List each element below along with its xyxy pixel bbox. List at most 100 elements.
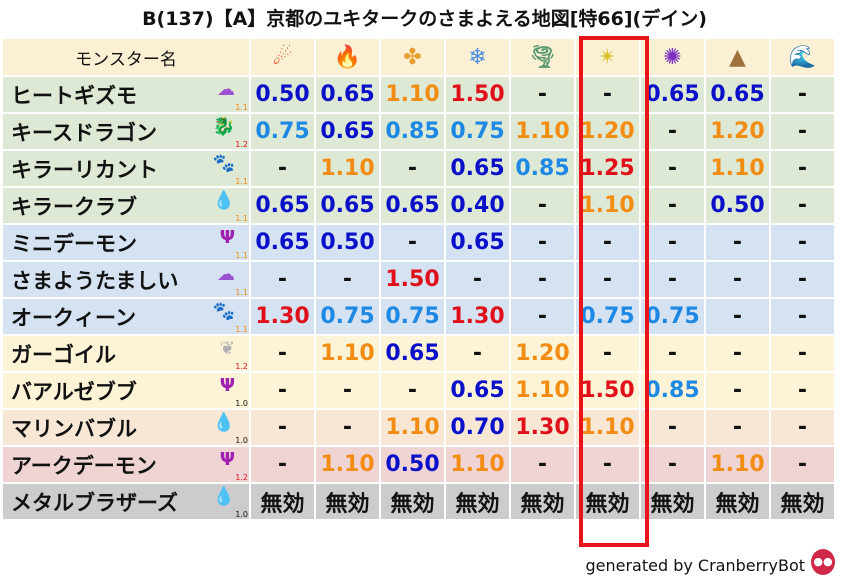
table-row: キースドラゴン 🐉 1.2 0.75 0.65 0.85 0.75 1.10 1.20-1.20… — [3, 114, 834, 149]
resistance-cell: - — [641, 336, 704, 371]
column-header-element: ❄ — [446, 39, 509, 75]
resistance-cell: - — [316, 262, 379, 297]
resistance-cell: 0.65 — [381, 188, 444, 223]
monster-name: キラークラブ — [11, 194, 137, 219]
level-badge: 1.2 — [235, 473, 248, 482]
footer-credit: generated by CranberryBot — [585, 556, 805, 575]
monster-name: ミニデーモン — [11, 231, 137, 256]
resistance-cell: 0.50 — [251, 77, 314, 112]
level-badge: 1.1 — [235, 325, 248, 334]
resistance-cell: 1.50 — [446, 77, 509, 112]
resistance-cell: 0.85 — [381, 114, 444, 149]
earth-mountain-icon: ▲ — [729, 44, 746, 70]
resistance-cell: - — [706, 225, 769, 260]
resistance-cell: 0.85 — [641, 373, 704, 408]
resistance-cell: 0.65 — [316, 188, 379, 223]
column-header-element: ✺ — [641, 39, 704, 75]
column-header-element: 🌊 — [771, 39, 834, 75]
level-badge: 1.1 — [235, 288, 248, 297]
resistance-cell: 0.65 — [316, 114, 379, 149]
resistance-cell: 0.65 — [446, 151, 509, 186]
resistance-cell: 1.20 — [511, 336, 574, 371]
paw-icon: 🐾 — [212, 301, 235, 322]
resistance-cell: - — [251, 336, 314, 371]
resistance-cell: 0.50 — [316, 225, 379, 260]
resistance-cell: 1.10 — [511, 373, 574, 408]
level-badge: 1.2 — [235, 362, 248, 371]
level-badge: 1.1 — [235, 177, 248, 186]
resistance-cell: - — [641, 188, 704, 223]
resistance-cell: - — [641, 151, 704, 186]
resistance-cell: - — [251, 151, 314, 186]
resistance-cell: - — [641, 410, 704, 445]
resistance-cell: - — [771, 336, 834, 371]
resistance-cell: 1.10 — [706, 447, 769, 482]
table-row: キラーリカント 🐾 1.1-1.10-0.65 0.85 1.25-1.10- — [3, 151, 834, 186]
resistance-cell: - — [641, 114, 704, 149]
resistance-cell: - — [706, 262, 769, 297]
resistance-cell: 0.65 — [251, 225, 314, 260]
wave-icon: 🌊 — [788, 44, 817, 70]
table-row: さまようたましい ☁ 1.1- -1.50- - - - - - — [3, 262, 834, 297]
resistance-cell: - — [381, 373, 444, 408]
resistance-cell: 無効 — [446, 484, 509, 519]
resistance-cell: - — [771, 225, 834, 260]
tornado-icon: 🌪 — [528, 44, 557, 70]
water-drop-icon: 💧 — [212, 190, 235, 211]
table-row: ミニデーモン Ψ 1.1 0.65 0.50-0.65- - - - - — [3, 225, 834, 260]
resistance-cell: 0.65 — [251, 188, 314, 223]
monster-name: ガーゴイル — [11, 342, 116, 367]
resistance-cell: 0.65 — [381, 336, 444, 371]
resistance-cell: 1.10 — [706, 151, 769, 186]
resistance-cell: 1.10 — [381, 410, 444, 445]
resistance-cell: 無効 — [381, 484, 444, 519]
resistance-cell: - — [706, 299, 769, 334]
resistance-cell: - — [771, 151, 834, 186]
column-header-element: ✴ — [576, 39, 639, 75]
resistance-cell: - — [316, 373, 379, 408]
table-row: オークィーン 🐾 1.1 1.30 0.75 0.75 1.30-0.75 0.75- - — [3, 299, 834, 334]
resistance-cell: 0.65 — [316, 77, 379, 112]
wing-icon: ❦ — [219, 338, 235, 359]
resistance-table: モンスター名 ☄ 🔥 ✤ ❄ 🌪 ✴ ✺ ▲ 🌊 ヒートギズモ ☁ 1.1 0.50 0.65 1.10 1.5… — [1, 37, 836, 521]
level-badge: 1.1 — [235, 214, 248, 223]
header-row: モンスター名 ☄ 🔥 ✤ ❄ 🌪 ✴ ✺ ▲ 🌊 — [3, 39, 834, 75]
resistance-cell: - — [381, 225, 444, 260]
resistance-cell: 無効 — [316, 484, 379, 519]
resistance-cell: - — [446, 336, 509, 371]
resistance-cell: 0.75 — [641, 299, 704, 334]
trident-icon: Ψ — [219, 227, 235, 248]
flame-icon: 🔥 — [333, 44, 362, 70]
trident-icon: Ψ — [219, 375, 235, 396]
resistance-cell: - — [511, 262, 574, 297]
resistance-cell: - — [771, 410, 834, 445]
table-row: ガーゴイル ❦ 1.2-1.10 0.65-1.20- - - - — [3, 336, 834, 371]
resistance-cell: - — [771, 299, 834, 334]
resistance-cell: 無効 — [706, 484, 769, 519]
resistance-cell: - — [576, 262, 639, 297]
wind-cross-icon: ✤ — [403, 44, 422, 70]
resistance-cell: 1.30 — [251, 299, 314, 334]
resistance-cell: - — [771, 77, 834, 112]
resistance-cell: 無効 — [511, 484, 574, 519]
resistance-cell: - — [641, 262, 704, 297]
level-badge: 1.0 — [235, 436, 248, 445]
monster-name: バアルゼブブ — [11, 379, 137, 404]
resistance-cell: 無効 — [251, 484, 314, 519]
resistance-cell: 0.65 — [446, 373, 509, 408]
trident-icon: Ψ — [219, 449, 235, 470]
table-row: ヒートギズモ ☁ 1.1 0.50 0.65 1.10 1.50- -0.65 0.65- — [3, 77, 834, 112]
resistance-cell: - — [641, 447, 704, 482]
resistance-cell: - — [316, 410, 379, 445]
monster-name: さまようたましい — [11, 268, 179, 293]
page-title: B(137)【A】京都のユキタークのさまよえる地図[特66](デイン) — [142, 8, 707, 30]
resistance-cell: 1.30 — [511, 410, 574, 445]
resistance-cell: - — [771, 447, 834, 482]
fire-ball-icon: ☄ — [272, 44, 293, 70]
resistance-cell: - — [446, 262, 509, 297]
table-row: バアルゼブブ Ψ 1.0- - -0.65 1.10 1.50 0.85- - — [3, 373, 834, 408]
resistance-cell: - — [771, 114, 834, 149]
resistance-cell: 1.10 — [511, 114, 574, 149]
dark-swirl-icon: ✺ — [663, 44, 682, 70]
slime-icon: 💧 — [212, 486, 235, 507]
